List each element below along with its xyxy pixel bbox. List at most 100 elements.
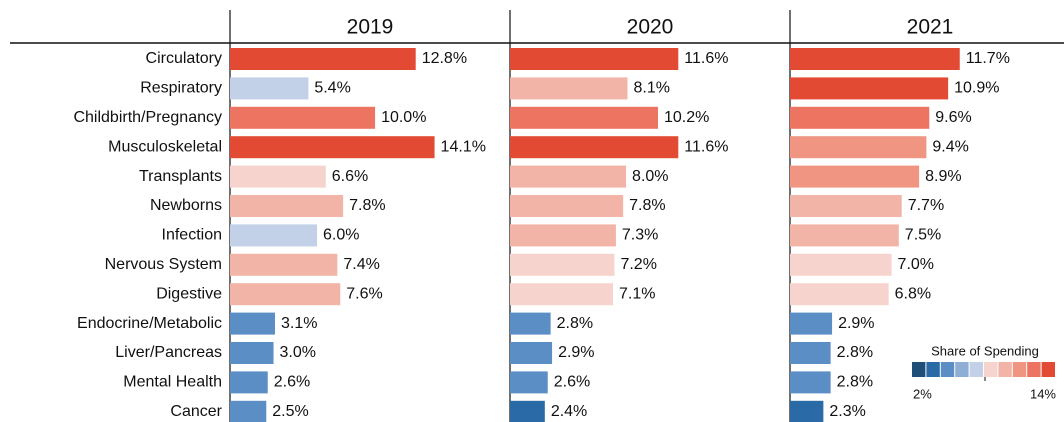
category-label: Mental Health: [123, 374, 222, 391]
bar: [230, 224, 318, 247]
bar: [510, 77, 628, 100]
bar: [510, 371, 548, 394]
bar: [790, 195, 902, 217]
category-label: Liver/Pancreas: [115, 344, 222, 361]
bar: [230, 165, 326, 188]
value-label: 7.2%: [620, 256, 656, 273]
value-label: 7.1%: [619, 285, 655, 302]
value-label: 11.7%: [966, 50, 1010, 67]
category-label: Infection: [162, 227, 222, 244]
value-label: 8.0%: [632, 168, 668, 185]
bar: [510, 312, 551, 335]
bar: [510, 342, 553, 364]
bar: [510, 253, 615, 276]
value-label: 7.4%: [343, 256, 379, 273]
bar: [510, 48, 679, 70]
value-label: 6.6%: [332, 168, 368, 185]
panel-title: 2021: [907, 16, 954, 39]
legend-swatch: [998, 362, 1012, 377]
value-label: 7.0%: [898, 256, 934, 273]
panel-title: 2019: [347, 16, 394, 39]
value-label: 2.8%: [557, 315, 593, 332]
bar: [230, 371, 268, 394]
value-label: 7.3%: [622, 227, 658, 244]
category-label: Endocrine/Metabolic: [77, 315, 222, 332]
legend-swatch: [926, 362, 940, 377]
bar: [230, 195, 344, 217]
value-label: 2.3%: [829, 403, 865, 420]
value-label: 2.8%: [837, 374, 873, 391]
panel-title: 2020: [627, 16, 674, 39]
category-label: Digestive: [156, 285, 222, 302]
bar: [790, 77, 949, 100]
bar: [230, 400, 267, 422]
value-label: 6.8%: [895, 285, 931, 302]
value-label: 7.5%: [905, 227, 941, 244]
bar: [230, 312, 275, 335]
category-label: Transplants: [139, 168, 222, 185]
bar: [230, 48, 416, 70]
value-label: 2.8%: [837, 344, 873, 361]
category-label: Cancer: [170, 403, 222, 420]
bar: [510, 136, 679, 159]
value-label: 9.6%: [935, 109, 971, 126]
legend-swatch: [969, 362, 983, 377]
value-label: 11.6%: [684, 138, 728, 155]
category-label: Newborns: [150, 197, 222, 214]
category-label: Respiratory: [140, 80, 222, 97]
bar: [790, 342, 831, 364]
value-label: 12.8%: [422, 50, 467, 67]
legend-swatch: [1041, 362, 1055, 377]
bar: [510, 400, 545, 422]
category-label: Musculoskeletal: [108, 138, 222, 155]
legend-max: 14%: [1030, 386, 1056, 401]
category-label: Childbirth/Pregnancy: [73, 109, 222, 126]
bar: [790, 165, 920, 188]
bar: [510, 283, 614, 306]
bar: [510, 106, 658, 129]
bar: [230, 77, 309, 100]
bar: [790, 48, 960, 70]
value-label: 10.9%: [954, 80, 999, 97]
value-label: 2.6%: [274, 374, 310, 391]
value-label: 2.9%: [558, 344, 594, 361]
value-label: 7.7%: [908, 197, 944, 214]
value-label: 2.6%: [554, 374, 590, 391]
bar: [230, 106, 376, 129]
value-label: 8.9%: [925, 168, 961, 185]
value-label: 2.5%: [272, 403, 308, 420]
category-label: Nervous System: [105, 256, 222, 273]
bar: [790, 224, 899, 247]
value-label: 7.8%: [629, 197, 665, 214]
value-label: 2.9%: [838, 315, 874, 332]
legend-swatch: [912, 362, 926, 377]
value-label: 7.6%: [346, 285, 382, 302]
value-label: 9.4%: [932, 138, 968, 155]
category-label: Circulatory: [146, 50, 222, 67]
bar: [790, 371, 831, 394]
bar: [230, 136, 435, 159]
bar: [790, 312, 833, 335]
bar: [230, 283, 341, 306]
bar: [230, 253, 338, 276]
value-label: 2.4%: [551, 403, 587, 420]
legend-swatch: [940, 362, 955, 377]
bar: [790, 106, 930, 129]
bar: [790, 400, 824, 422]
value-label: 10.0%: [381, 109, 426, 126]
legend-swatch: [1012, 362, 1027, 377]
value-label: 11.6%: [684, 50, 728, 67]
legend-swatch: [984, 362, 998, 377]
bar: [790, 283, 889, 306]
value-label: 5.4%: [314, 80, 350, 97]
value-label: 10.2%: [664, 109, 709, 126]
legend-swatch: [1027, 362, 1041, 377]
value-label: 8.1%: [634, 80, 670, 97]
bar: [510, 195, 624, 217]
value-label: 6.0%: [323, 227, 359, 244]
value-label: 3.0%: [280, 344, 316, 361]
bar: [230, 342, 274, 364]
value-label: 3.1%: [281, 315, 317, 332]
bar: [790, 253, 892, 276]
